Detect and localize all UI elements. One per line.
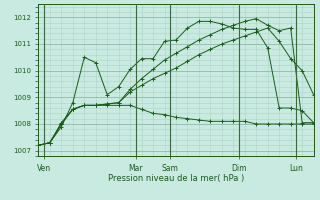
X-axis label: Pression niveau de la mer( hPa ): Pression niveau de la mer( hPa ) <box>108 174 244 183</box>
